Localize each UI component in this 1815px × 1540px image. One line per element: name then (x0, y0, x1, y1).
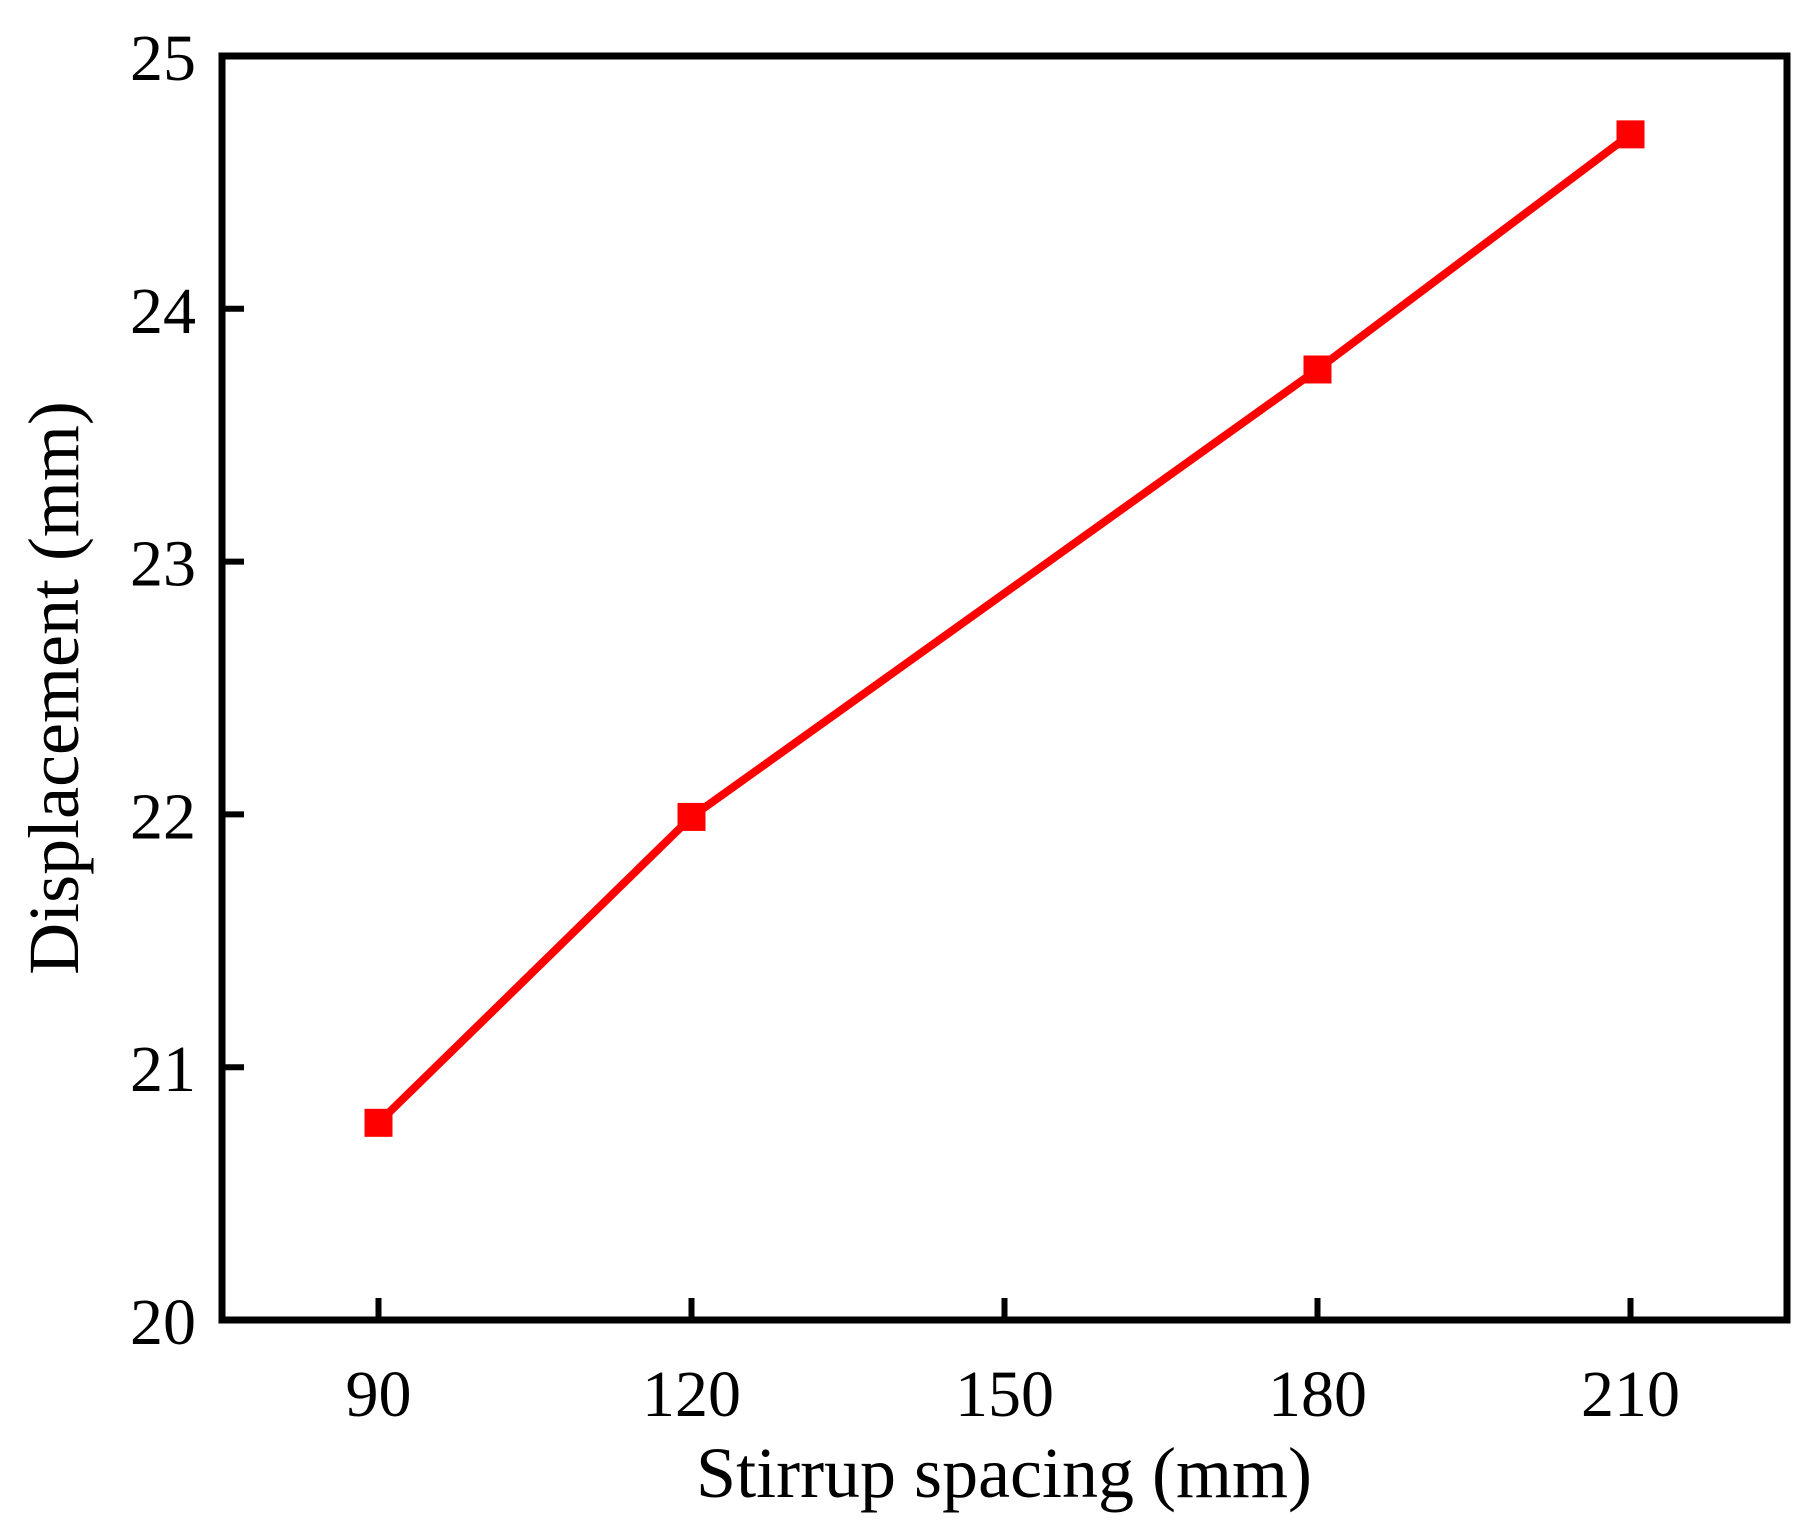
ticks-layer: 90 120 150 180 210 20 21 22 23 24 25 (130, 22, 1680, 1431)
plot-frame (218, 52, 1791, 1324)
plot-layer (364, 120, 1645, 1137)
data-point-0 (364, 1108, 393, 1137)
data-point-3 (1616, 120, 1645, 149)
x-tick-label-4: 210 (1581, 1358, 1680, 1431)
series-line-0 (375, 131, 1633, 1126)
data-point-2 (1303, 355, 1332, 384)
data-point-1 (677, 802, 706, 831)
x-tick-label-0: 90 (346, 1358, 412, 1431)
y-tick-label-5: 25 (130, 22, 196, 95)
y-axis-label: Displacement (mm) (14, 401, 94, 975)
x-tick-label-2: 150 (955, 1358, 1054, 1431)
x-tick-label-1: 120 (642, 1358, 741, 1431)
y-tick-label-4: 24 (130, 275, 196, 348)
y-tick-label-2: 22 (130, 780, 196, 853)
y-tick-label-3: 23 (130, 528, 196, 601)
y-tick-label-1: 21 (130, 1033, 196, 1106)
y-tick-label-0: 20 (130, 1286, 196, 1359)
x-tick-label-3: 180 (1268, 1358, 1367, 1431)
x-axis-label: Stirrup spacing (mm) (696, 1433, 1312, 1513)
